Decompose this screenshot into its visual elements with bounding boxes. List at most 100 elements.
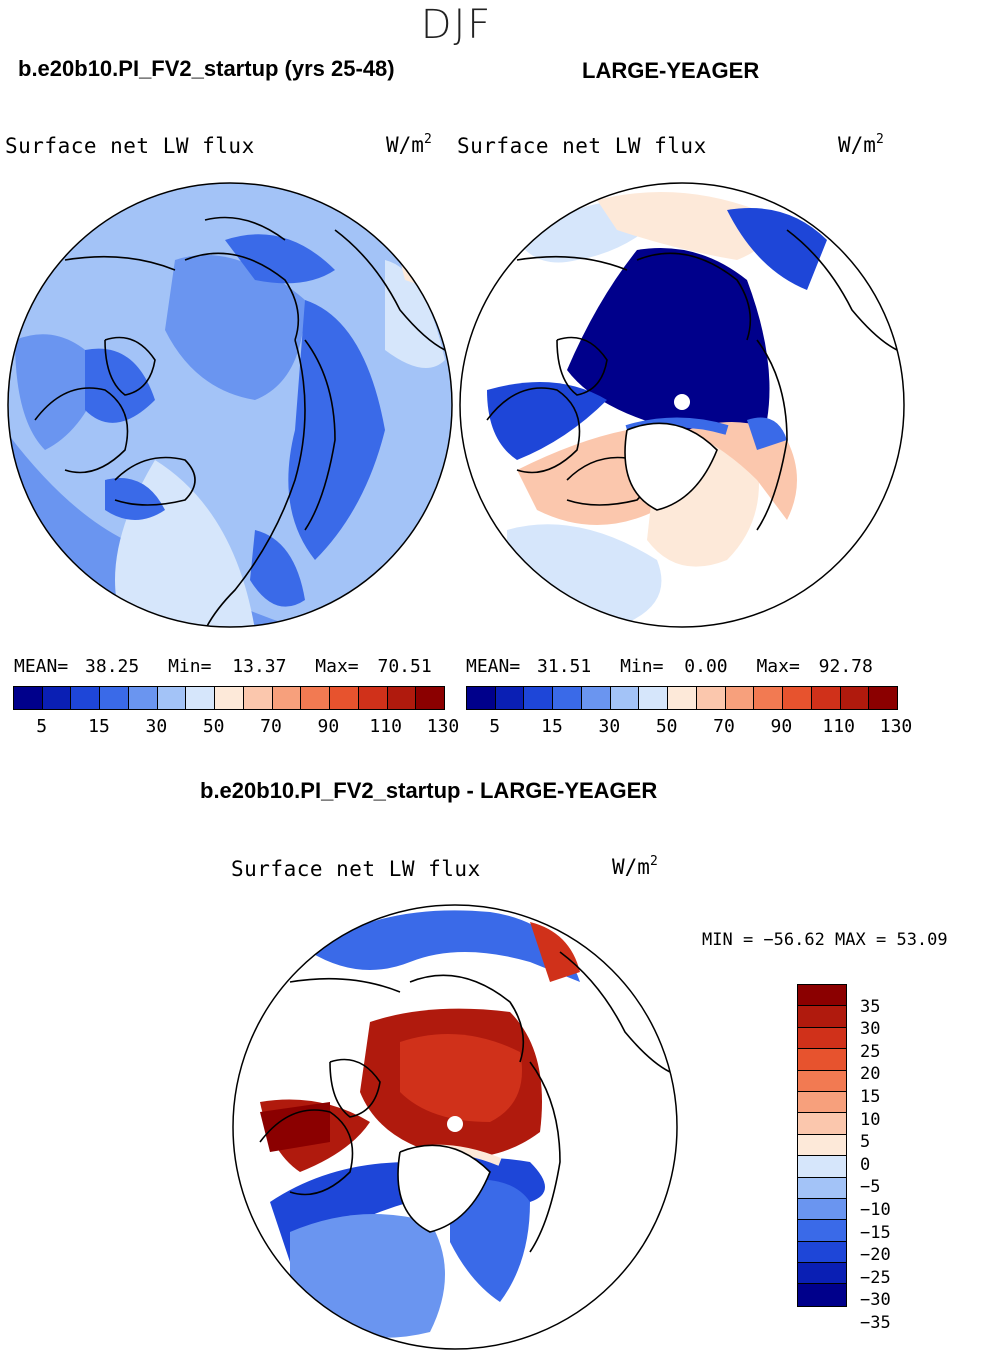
- colorbar-tick-label: 0: [860, 1154, 871, 1175]
- colorbar-cell: [157, 687, 187, 709]
- colorbar-tick-label: 130: [879, 716, 913, 737]
- colorbar-tick-label: −35: [860, 1313, 891, 1333]
- colorbar-tick-label: 15: [860, 1087, 881, 1107]
- colorbar-cell: [330, 687, 359, 709]
- left-colorbar: [13, 686, 445, 710]
- colorbar-tick-label: 30: [598, 716, 621, 737]
- colorbar-cell: [42, 687, 72, 709]
- colorbar-cell: [798, 1027, 846, 1050]
- colorbar-cell: [798, 985, 846, 1007]
- colorbar-cell: [696, 687, 726, 709]
- left-units: W/m2: [386, 132, 432, 157]
- colorbar-cell: [798, 1113, 846, 1135]
- colorbar-cell: [495, 687, 525, 709]
- right-units: W/m2: [838, 132, 884, 157]
- right-panel-title: LARGE-YEAGER: [582, 58, 760, 83]
- colorbar-cell: [798, 1091, 846, 1114]
- diff-units-base: W/m: [612, 855, 650, 879]
- colorbar-cell: [798, 1134, 846, 1157]
- colorbar-cell: [186, 687, 216, 709]
- colorbar-cell: [416, 687, 445, 709]
- right-max-label: Max=: [756, 656, 800, 677]
- right-variable-label: Surface net LW flux: [457, 134, 707, 158]
- colorbar-tick-label: −25: [860, 1267, 891, 1288]
- colorbar-cell: [553, 687, 582, 709]
- right-min-value: 0.00: [684, 656, 728, 677]
- diff-colorbar: [797, 984, 847, 1307]
- left-polar-map: [5, 180, 455, 630]
- diff-colorbar-ticks: 35 30 25 20 15 10 5 0 −5 −10 −15 −20 −25 −30 −35: [860, 984, 910, 1333]
- left-min-label: Min=: [168, 656, 212, 677]
- left-panel-title: b.e20b10.PI_FV2_startup (yrs 25-48): [18, 56, 395, 81]
- colorbar-tick-label: 5: [860, 1132, 871, 1153]
- colorbar-cell: [128, 687, 158, 709]
- colorbar-cell: [387, 687, 417, 709]
- colorbar-cell: [754, 687, 784, 709]
- colorbar-cell: [798, 1049, 846, 1071]
- colorbar-tick-label: 50: [655, 716, 678, 737]
- colorbar-cell: [524, 687, 554, 709]
- diff-panel-title: b.e20b10.PI_FV2_startup - LARGE-YEAGER: [200, 778, 658, 803]
- colorbar-cell: [811, 687, 841, 709]
- colorbar-tick-label: 30: [145, 716, 168, 737]
- colorbar-tick-label: −5: [860, 1177, 881, 1198]
- left-units-base: W/m: [386, 133, 424, 157]
- colorbar-cell: [798, 1177, 846, 1199]
- right-mean-value: 31.51: [537, 656, 592, 677]
- colorbar-cell: [467, 687, 496, 709]
- colorbar-tick-label: 15: [88, 716, 110, 737]
- colorbar-cell: [215, 687, 244, 709]
- colorbar-cell: [100, 687, 129, 709]
- left-max-label: Max=: [315, 656, 359, 677]
- colorbar-cell: [668, 687, 697, 709]
- pole-marker-right: [674, 394, 690, 410]
- right-colorbar: [466, 686, 898, 710]
- diff-polar-map: [230, 902, 680, 1352]
- colorbar-cell: [725, 687, 755, 709]
- colorbar-cell: [358, 687, 388, 709]
- colorbar-tick-label: 20: [860, 1064, 881, 1085]
- colorbar-tick-label: −10: [860, 1200, 891, 1220]
- colorbar-tick-label: 5: [489, 716, 501, 737]
- season-title: DJF: [420, 2, 493, 48]
- right-colorbar-ticks: 5 15 30 50 70 90 110 130: [466, 716, 912, 740]
- colorbar-cell: [798, 1263, 846, 1285]
- colorbar-cell: [14, 687, 43, 709]
- colorbar-tick-label: 110: [822, 716, 855, 737]
- colorbar-cell: [798, 1241, 846, 1264]
- colorbar-cell: [243, 687, 273, 709]
- colorbar-cell: [798, 1220, 846, 1242]
- diff-units: W/m2: [612, 854, 658, 879]
- colorbar-tick-label: 30: [860, 1019, 881, 1040]
- colorbar-tick-label: 35: [860, 996, 881, 1017]
- colorbar-tick-label: −20: [860, 1245, 891, 1266]
- right-stats: MEAN= 31.51 Min= 0.00 Max= 92.78: [466, 656, 873, 677]
- left-stats: MEAN= 38.25 Min= 13.37 Max= 70.51: [14, 656, 432, 677]
- left-colorbar-ticks: 5 15 30 50 70 90 110 130: [13, 716, 459, 740]
- colorbar-cell: [639, 687, 669, 709]
- colorbar-cell: [798, 1156, 846, 1178]
- colorbar-cell: [581, 687, 611, 709]
- colorbar-tick-label: 5: [36, 716, 48, 737]
- colorbar-cell: [610, 687, 640, 709]
- colorbar-cell: [798, 1006, 846, 1028]
- colorbar-tick-label: 70: [260, 716, 282, 737]
- colorbar-tick-label: −15: [860, 1222, 891, 1243]
- right-units-exp: 2: [875, 132, 884, 147]
- right-max-value: 92.78: [818, 656, 873, 677]
- colorbar-cell: [272, 687, 302, 709]
- left-min-value: 13.37: [232, 656, 287, 677]
- colorbar-tick-label: 70: [713, 716, 735, 737]
- right-min-label: Min=: [620, 656, 664, 677]
- right-units-base: W/m: [838, 133, 876, 157]
- left-variable-label: Surface net LW flux: [5, 134, 255, 158]
- right-mean-label: MEAN=: [466, 656, 521, 677]
- diff-minmax: MIN = −56.62 MAX = 53.09: [702, 930, 948, 950]
- colorbar-cell: [840, 687, 870, 709]
- colorbar-cell: [301, 687, 331, 709]
- colorbar-cell: [869, 687, 898, 709]
- colorbar-cell: [783, 687, 812, 709]
- colorbar-tick-label: −30: [860, 1290, 891, 1311]
- colorbar-tick-label: 25: [860, 1041, 881, 1062]
- right-polar-map: [457, 180, 907, 630]
